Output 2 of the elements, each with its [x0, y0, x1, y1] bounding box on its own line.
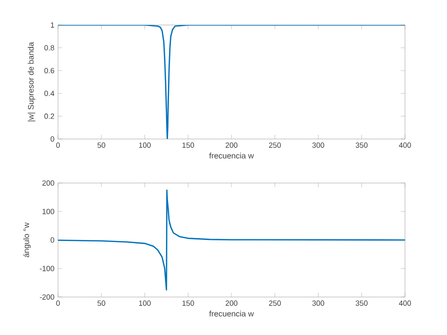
- line-series: [58, 24, 406, 139]
- line-series: [58, 189, 406, 291]
